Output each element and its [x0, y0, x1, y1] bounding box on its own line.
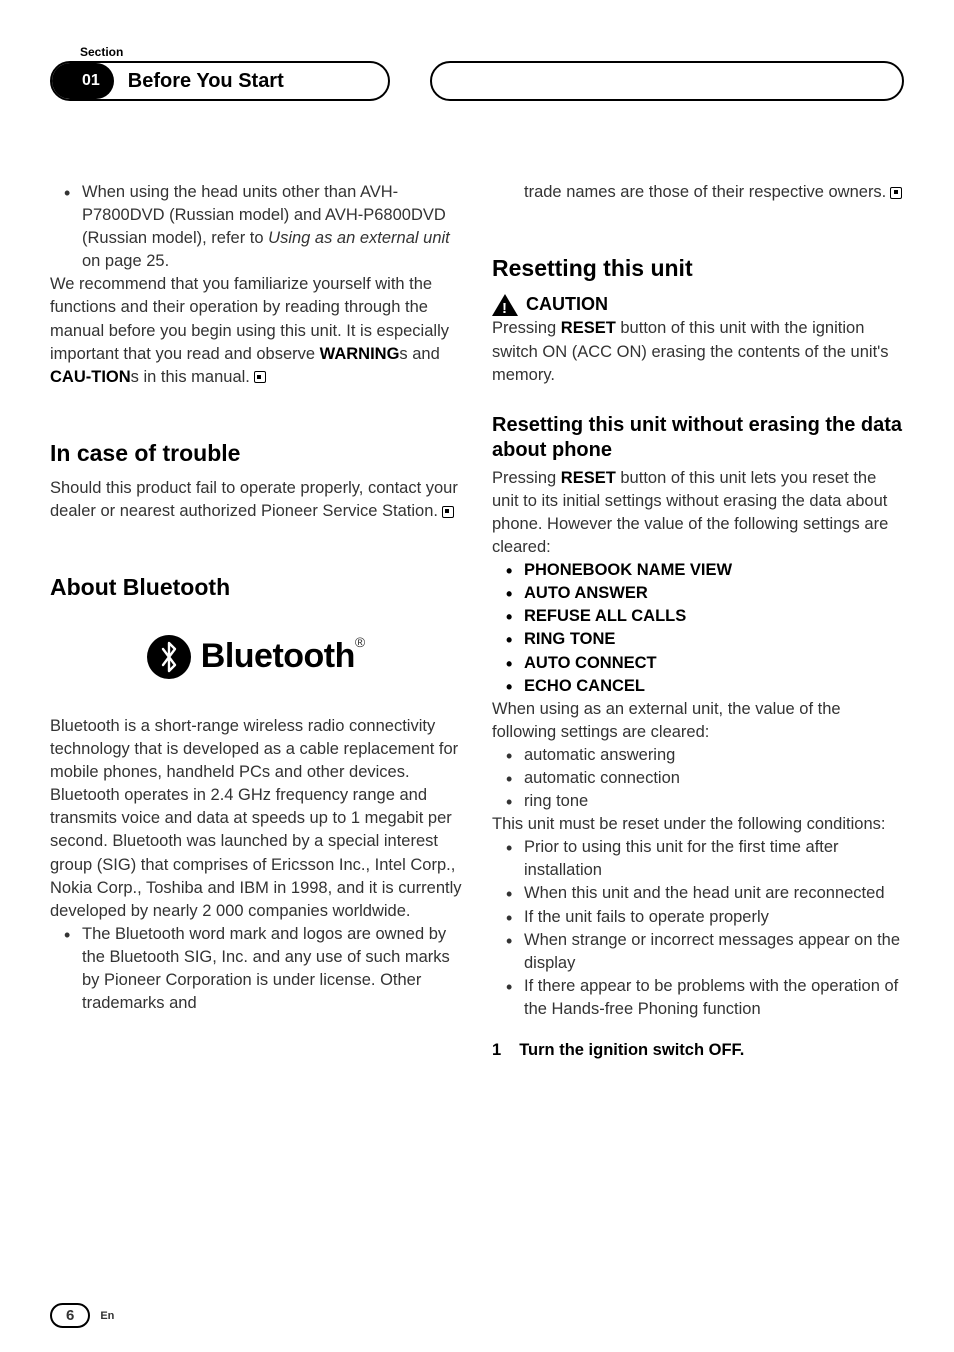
left-column: When using the head units other than AVH…: [50, 181, 462, 1062]
reset-label: RESET: [561, 469, 616, 487]
caution-label: CAU-TION: [50, 368, 131, 386]
title-pill: 01 Before You Start: [50, 61, 390, 101]
bluetooth-paragraph: Bluetooth is a short-range wireless radi…: [50, 715, 462, 923]
list-item: REFUSE ALL CALLS: [492, 605, 904, 628]
bluetooth-icon: [147, 635, 191, 679]
sub-paragraph: Pressing RESET button of this unit lets …: [492, 467, 904, 559]
page: Section 01 Before You Start When using t…: [0, 0, 954, 1352]
external-settings-list: automatic answering automatic connection…: [492, 744, 904, 813]
text: trade names are those of their respectiv…: [524, 183, 886, 201]
bluetooth-wordmark: Bluetooth®: [201, 633, 365, 681]
language-label: En: [100, 1310, 114, 1322]
text: s and: [399, 345, 439, 363]
trouble-paragraph: Should this product fail to operate prop…: [50, 477, 462, 523]
page-title: Before You Start: [114, 70, 284, 93]
caution-paragraph: Pressing RESET button of this unit with …: [492, 317, 904, 386]
text: on page 25.: [82, 252, 169, 270]
reset-label: RESET: [561, 319, 616, 337]
section-number-badge: 01: [52, 63, 114, 99]
intro-paragraph: We recommend that you familiarize yourse…: [50, 273, 462, 388]
bluetooth-list: The Bluetooth word mark and logos are ow…: [50, 923, 462, 1015]
list-item: The Bluetooth word mark and logos are ow…: [50, 923, 462, 1015]
list-item: ECHO CANCEL: [492, 675, 904, 698]
end-mark-icon: [254, 371, 266, 383]
external-paragraph: When using as an external unit, the valu…: [492, 698, 904, 744]
subheading-reset-without-erase: Resetting this unit without erasing the …: [492, 413, 904, 463]
heading-trouble: In case of trouble: [50, 437, 462, 469]
bluetooth-logo: Bluetooth®: [50, 633, 462, 681]
header-row: 01 Before You Start: [50, 61, 904, 101]
text: Pressing: [492, 469, 561, 487]
text: s in this manual.: [131, 368, 250, 386]
step-number: 1: [492, 1039, 501, 1062]
continuation-paragraph: trade names are those of their respectiv…: [492, 181, 904, 204]
step-text: Turn the ignition switch OFF.: [519, 1039, 744, 1062]
text: Pressing: [492, 319, 561, 337]
list-item: RING TONE: [492, 628, 904, 651]
end-mark-icon: [442, 506, 454, 518]
warning-triangle-icon: [492, 294, 518, 316]
step-row: 1 Turn the ignition switch OFF.: [492, 1039, 904, 1062]
list-item: When this unit and the head unit are rec…: [492, 882, 904, 905]
page-footer: 6 En: [50, 1303, 114, 1328]
list-item: AUTO ANSWER: [492, 582, 904, 605]
list-item: PHONEBOOK NAME VIEW: [492, 559, 904, 582]
end-mark-icon: [890, 187, 902, 199]
caution-label: CAUTION: [526, 292, 608, 317]
list-item: automatic connection: [492, 767, 904, 790]
empty-pill: [430, 61, 904, 101]
right-column: trade names are those of their respectiv…: [492, 181, 904, 1062]
list-item: When using the head units other than AVH…: [50, 181, 462, 273]
list-item: automatic answering: [492, 744, 904, 767]
caution-row: CAUTION: [492, 292, 904, 317]
link-text: Using as an external unit: [268, 229, 450, 247]
list-item: AUTO CONNECT: [492, 652, 904, 675]
registered-mark: ®: [355, 634, 365, 650]
list-item: If there appear to be problems with the …: [492, 975, 904, 1021]
text: Should this product fail to operate prop…: [50, 479, 458, 520]
text: Bluetooth: [201, 637, 355, 675]
bold-settings-list: PHONEBOOK NAME VIEW AUTO ANSWER REFUSE A…: [492, 559, 904, 698]
page-number: 6: [50, 1303, 90, 1328]
heading-bluetooth: About Bluetooth: [50, 571, 462, 603]
warning-label: WARNING: [320, 345, 400, 363]
list-item: If the unit fails to operate properly: [492, 906, 904, 929]
conditions-paragraph: This unit must be reset under the follow…: [492, 813, 904, 836]
conditions-list: Prior to using this unit for the first t…: [492, 836, 904, 1021]
page-header: Section 01 Before You Start: [50, 45, 904, 101]
heading-reset: Resetting this unit: [492, 252, 904, 284]
list-item: When strange or incorrect messages appea…: [492, 929, 904, 975]
content-columns: When using the head units other than AVH…: [50, 181, 904, 1062]
list-item: ring tone: [492, 790, 904, 813]
intro-list: When using the head units other than AVH…: [50, 181, 462, 273]
section-label: Section: [80, 45, 904, 59]
list-item: Prior to using this unit for the first t…: [492, 836, 904, 882]
